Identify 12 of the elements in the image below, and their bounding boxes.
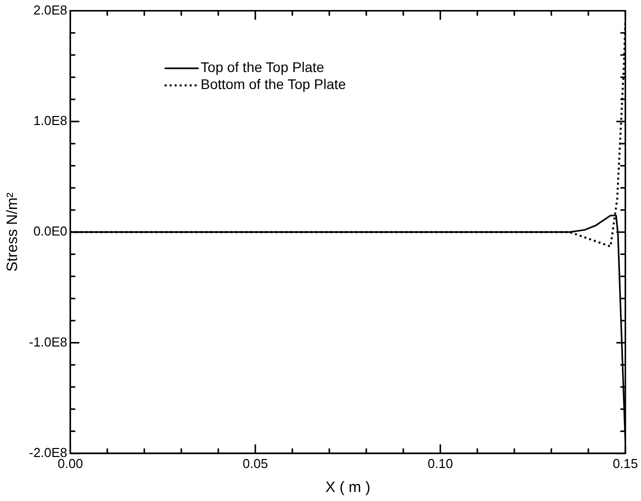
y-tick-label: -2.0E8 [28, 444, 68, 460]
y-tick-label: 2.0E8 [33, 2, 68, 18]
x-tick-label: 0.05 [242, 456, 268, 471]
x-tick-label: 0.15 [612, 456, 638, 471]
legend-label: Bottom of the Top Plate [200, 76, 346, 92]
y-axis-title: Stress N/m² [4, 192, 22, 272]
x-axis-title: X ( m ) [325, 479, 370, 496]
x-tick-label: 0.10 [428, 456, 453, 471]
legend-label: Top of the Top Plate [200, 59, 324, 76]
y-tick-label: -1.0E8 [28, 334, 68, 350]
y-tick-label: 1.0E8 [33, 113, 68, 128]
y-tick-label: 0.0E0 [33, 224, 68, 239]
